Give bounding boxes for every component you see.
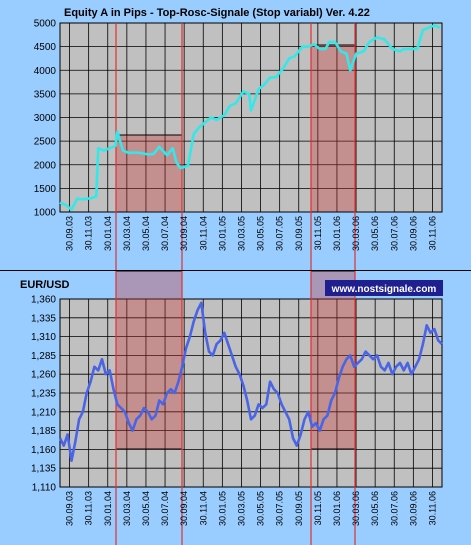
eurusd-x-tick-label: 30.07.06 <box>389 491 399 526</box>
equity-y-tick-label: 3000 <box>34 113 57 124</box>
equity-x-tick-label: 30.07.04 <box>160 216 170 251</box>
equity-y-tick-label: 1000 <box>34 208 57 219</box>
eurusd-grid <box>59 298 443 488</box>
eurusd-x-tick-label: 30.11.04 <box>198 491 208 525</box>
equity-x-tick-label: 30.05.04 <box>141 216 151 251</box>
equity-x-tick-label: 30.01.05 <box>217 216 227 251</box>
equity-y-tick-label: 1500 <box>34 184 57 195</box>
eurusd-series-line <box>58 301 443 462</box>
equity-x-tick-label: 30.09.06 <box>408 216 418 251</box>
eurusd-y-tick-label: 1,310 <box>31 332 56 343</box>
url-badge-text[interactable]: www.nostsignale.com <box>331 284 437 295</box>
equity-y-tick-label: 3500 <box>34 89 57 100</box>
eurusd-highlight-region <box>115 270 183 450</box>
eurusd-y-tick-label: 1,135 <box>31 464 56 475</box>
eurusd-x-tick-label: 30.09.04 <box>179 491 189 526</box>
eurusd-x-tick-label: 30.09.03 <box>65 491 75 526</box>
eurusd-plot-border <box>59 298 443 488</box>
eurusd-y-tick-label: 1,185 <box>31 426 56 437</box>
eurusd-x-tick-label: 30.11.05 <box>313 491 323 525</box>
equity-x-axis: 30.09.03 30.11.03 30.01.04 30.03.04 30.05.04… <box>65 216 438 251</box>
equity-line-layer <box>59 24 441 211</box>
eurusd-y-tick-label: 1,210 <box>31 407 56 418</box>
url-badge[interactable] <box>325 280 443 296</box>
eurusd-y-tick-label: 1,335 <box>31 313 56 324</box>
eurusd-x-tick-label: 30.07.05 <box>275 491 285 526</box>
eurusd-line-layer <box>58 301 443 462</box>
eurusd-x-tick-label: 30.03.05 <box>236 491 246 526</box>
eurusd-y-tick-label: 1,110 <box>32 483 57 494</box>
equity-highlight-region <box>310 44 356 213</box>
equity-x-tick-label: 30.11.03 <box>84 216 94 250</box>
equity-x-tick-label: 30.03.05 <box>236 216 246 251</box>
equity-y-tick-label: 4500 <box>34 42 57 53</box>
equity-x-tick-label: 30.01.06 <box>332 216 342 251</box>
equity-x-tick-label: 30.03.06 <box>351 216 361 251</box>
eurusd-highlight-regions <box>115 270 356 450</box>
eurusd-x-tick-label: 30.01.06 <box>332 491 342 526</box>
equity-x-tick-label: 30.05.06 <box>370 216 380 251</box>
equity-x-tick-label: 30.07.06 <box>389 216 399 251</box>
equity-chart: 1000 1500 2000 2500 3000 3500 4000 4500 5000 30.… <box>0 0 471 270</box>
equity-x-tick-label: 30.01.04 <box>103 216 113 251</box>
eurusd-x-tick-label: 30.11.06 <box>427 491 437 525</box>
equity-y-tick-label: 2500 <box>34 137 57 148</box>
equity-y-axis: 1000 1500 2000 2500 3000 3500 4000 4500 5000 <box>34 19 57 219</box>
eurusd-chart: 1,110 1,135 1,160 1,185 1,210 1,235 1,260 1,285… <box>0 270 471 545</box>
equity-x-tick-label: 30.11.04 <box>198 216 208 250</box>
eurusd-x-tick-label: 30.01.05 <box>217 491 227 526</box>
eurusd-x-tick-label: 30.01.04 <box>103 491 113 526</box>
eurusd-y-axis: 1,110 1,135 1,160 1,185 1,210 1,235 1,260 1,285… <box>31 295 56 494</box>
eurusd-x-axis: 30.09.03 30.11.03 30.01.04 30.03.04 30.05.04… <box>65 491 438 526</box>
eurusd-highlight-region <box>310 270 356 450</box>
equity-x-tick-label: 30.09.04 <box>179 216 189 251</box>
equity-highlight-regions <box>115 44 356 213</box>
eurusd-x-tick-label: 30.09.05 <box>294 491 304 526</box>
eurusd-x-tick-label: 30.03.06 <box>351 491 361 526</box>
equity-chart-title: Equity A in Pips - Top-Rosc-Signale (Sto… <box>64 7 370 19</box>
equity-series-line <box>59 24 441 211</box>
eurusd-x-tick-label: 30.05.06 <box>370 491 380 526</box>
eurusd-y-tick-label: 1,260 <box>31 370 56 381</box>
eurusd-x-tick-label: 30.05.04 <box>141 491 151 526</box>
eurusd-x-tick-label: 30.05.05 <box>256 491 266 526</box>
equity-x-tick-label: 30.09.03 <box>65 216 75 251</box>
eurusd-chart-title: EUR/USD <box>20 279 70 291</box>
equity-y-tick-label: 2000 <box>34 160 57 171</box>
equity-y-tick-label: 5000 <box>34 19 57 30</box>
eurusd-y-tick-label: 1,285 <box>31 351 56 362</box>
equity-plot-border <box>59 22 443 213</box>
eurusd-x-tick-label: 30.03.04 <box>122 491 132 526</box>
equity-highlight-region <box>115 134 183 213</box>
eurusd-x-tick-label: 30.11.03 <box>84 491 94 525</box>
eurusd-y-tick-label: 1,360 <box>31 295 56 306</box>
equity-x-tick-label: 30.11.06 <box>427 216 437 250</box>
eurusd-y-tick-label: 1,235 <box>31 389 56 400</box>
eurusd-x-tick-label: 30.07.04 <box>160 491 170 526</box>
eurusd-signal-lines <box>115 271 356 545</box>
equity-x-tick-label: 30.11.05 <box>313 216 323 250</box>
equity-x-tick-label: 30.03.04 <box>122 216 132 251</box>
eurusd-x-tick-label: 30.09.06 <box>408 491 418 526</box>
equity-x-tick-label: 30.09.05 <box>294 216 304 251</box>
eurusd-y-tick-label: 1,160 <box>31 445 56 456</box>
equity-x-tick-label: 30.07.05 <box>275 216 285 251</box>
equity-grid <box>59 22 443 213</box>
equity-y-tick-label: 4000 <box>34 66 57 77</box>
equity-x-tick-label: 30.05.05 <box>256 216 266 251</box>
